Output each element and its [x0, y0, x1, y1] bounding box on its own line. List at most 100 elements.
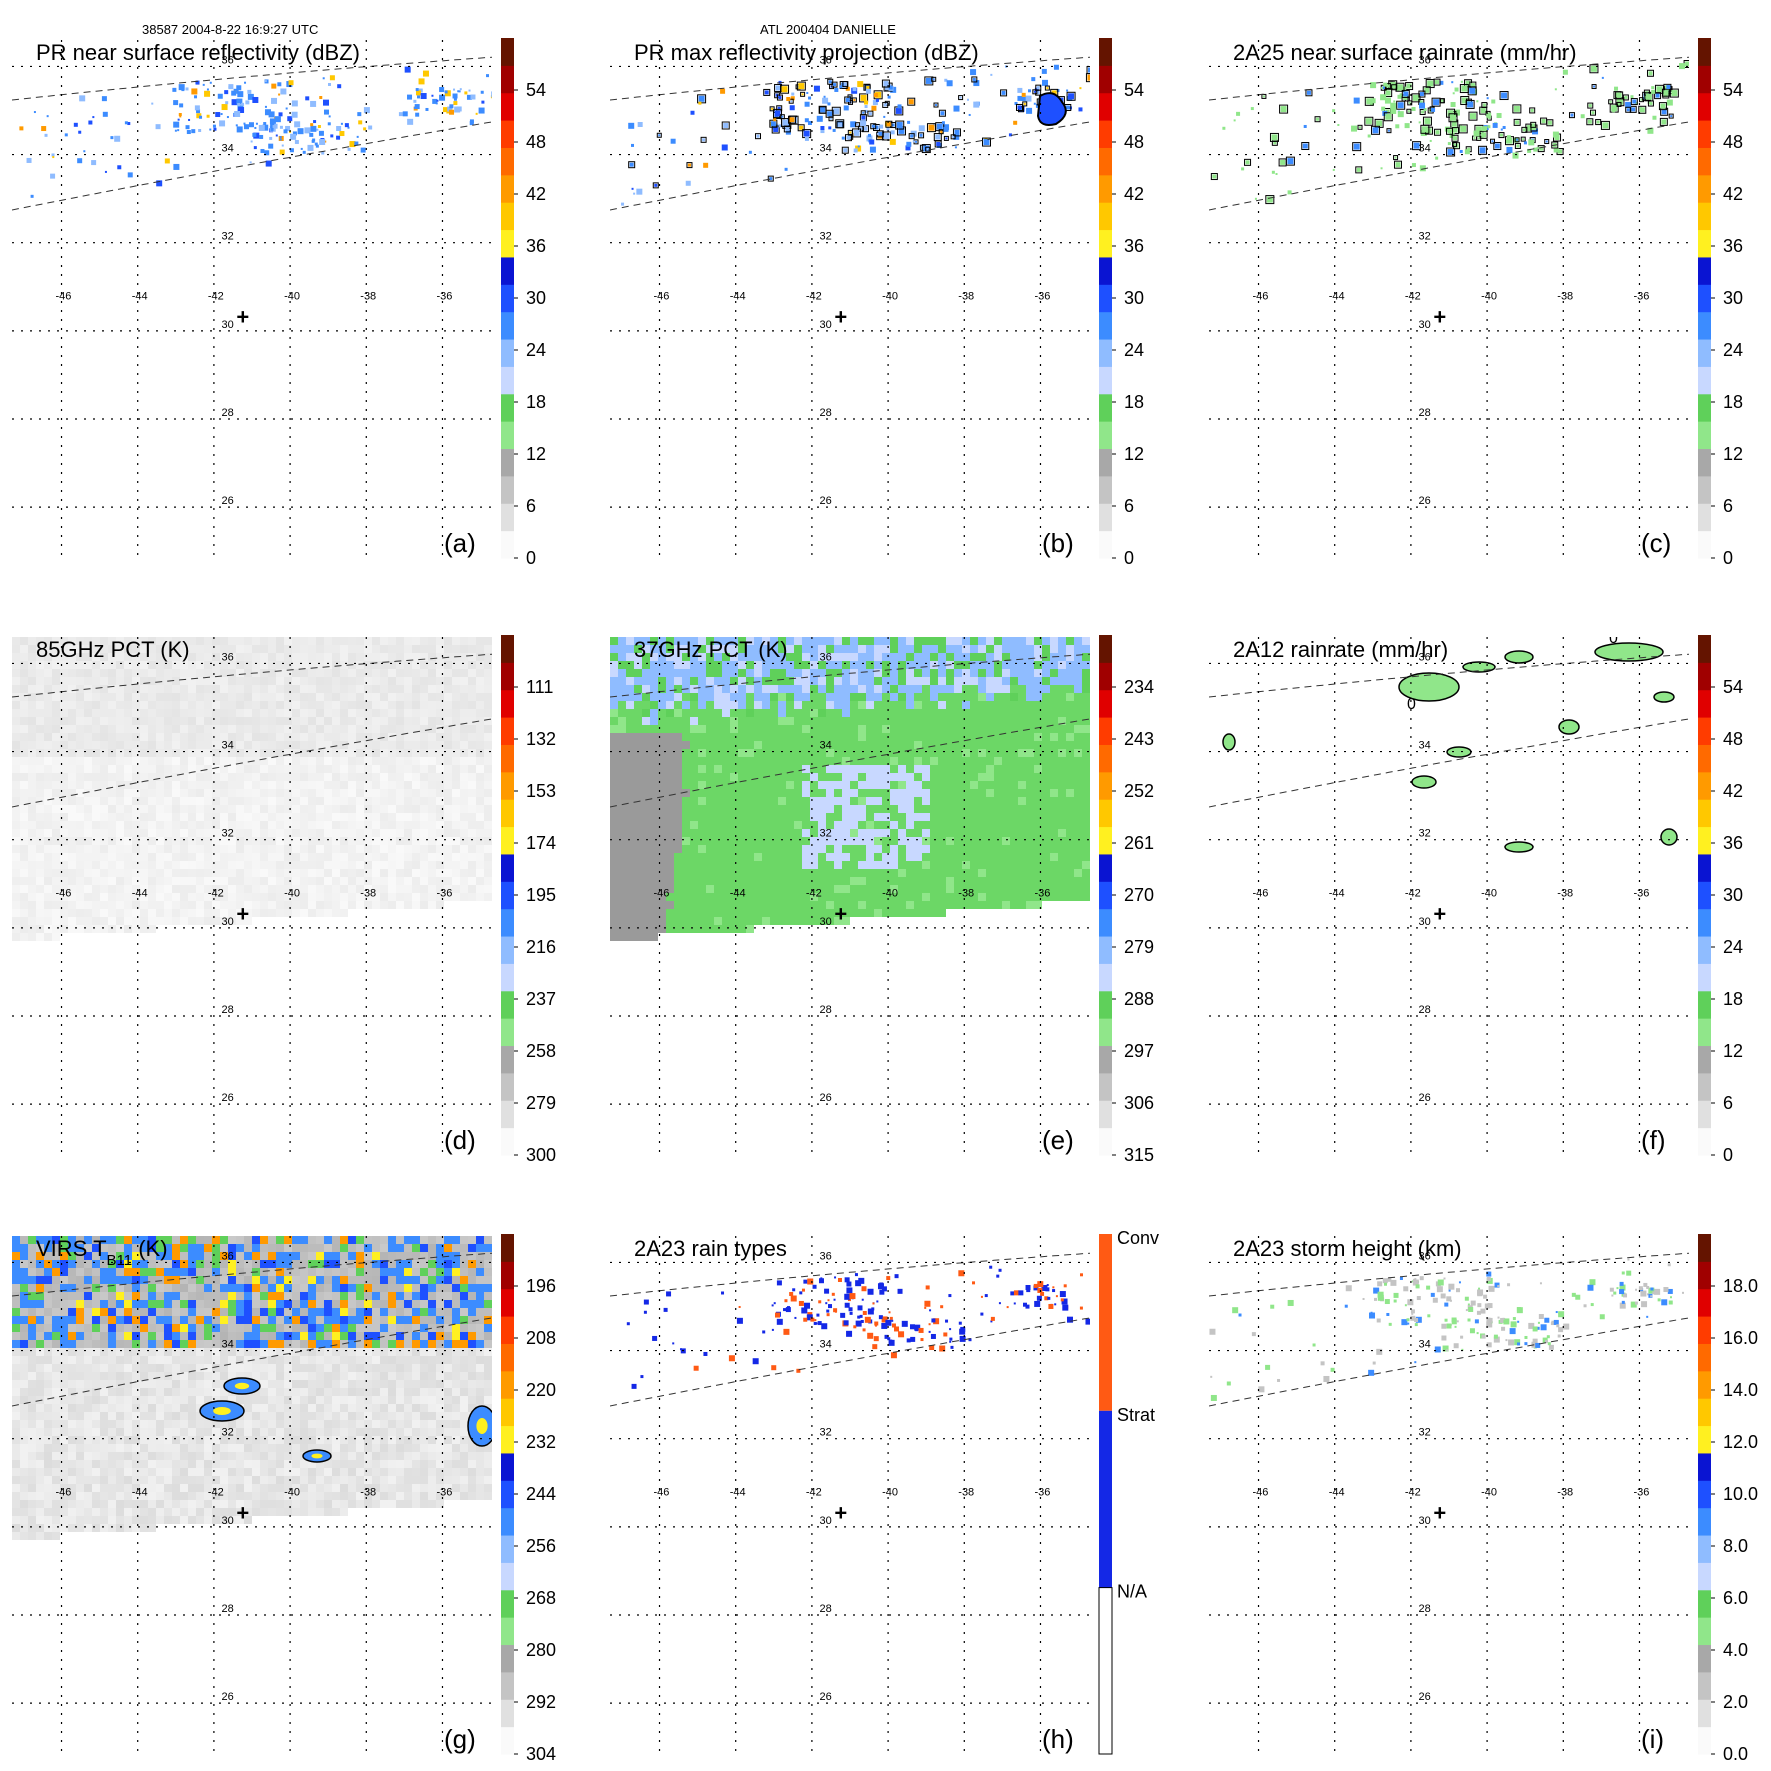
- pixel-cell: [420, 877, 428, 885]
- echo-pixel: [414, 104, 420, 110]
- pixel-cell: [890, 877, 898, 885]
- pixel-cell: [20, 757, 28, 765]
- pixel-cell: [68, 829, 76, 837]
- pixel-cell: [706, 645, 714, 653]
- pixel-cell: [786, 693, 794, 701]
- pixel-cell: [842, 837, 850, 845]
- lon-tick-label: -46: [56, 888, 72, 900]
- pixel-cell: [658, 821, 666, 829]
- pixel-cell: [810, 757, 818, 765]
- echo-pixel: [274, 116, 281, 123]
- pixel-cell: [84, 757, 92, 765]
- pixel-cell: [794, 829, 802, 837]
- pixel-cell: [906, 805, 914, 813]
- pixel-cell: [714, 797, 722, 805]
- pixel-cell: [412, 773, 420, 781]
- pixel-cell: [842, 709, 850, 717]
- echo-pixel: [1647, 100, 1651, 104]
- pixel-cell: [332, 877, 340, 885]
- pixel-cell: [682, 645, 690, 653]
- pixel-cell: [52, 805, 60, 813]
- pixel-cell: [714, 757, 722, 765]
- pixel-cell: [68, 845, 76, 853]
- pixel-cell: [460, 861, 468, 869]
- pixel-cell: [476, 717, 484, 725]
- echo-pixel: [1602, 122, 1609, 129]
- pixel-cell: [436, 781, 444, 789]
- pixel-cell: [348, 725, 356, 733]
- pixel-cell: [428, 789, 436, 797]
- pixel-cell: [340, 781, 348, 789]
- pixel-cell: [284, 765, 292, 773]
- echo-pixel: [1212, 174, 1217, 179]
- pixel-cell: [650, 733, 658, 741]
- pixel-cell: [802, 837, 810, 845]
- pixel-cell: [754, 813, 762, 821]
- echo-pixel: [1488, 117, 1491, 120]
- echo-pixel: [1661, 119, 1667, 125]
- echo-pixel: [418, 78, 425, 85]
- pixel-cell: [28, 765, 36, 773]
- pixel-cell: [866, 813, 874, 821]
- pixel-cell: [252, 677, 260, 685]
- pixel-cell: [188, 797, 196, 805]
- pixel-cell: [794, 853, 802, 861]
- pixel-cell: [212, 781, 220, 789]
- echo-contour: [1493, 142, 1502, 151]
- pixel-cell: [882, 709, 890, 717]
- pixel-cell: [156, 637, 164, 645]
- pixel-cell: [842, 781, 850, 789]
- pixel-cell: [252, 789, 260, 797]
- pixel-cell: [746, 661, 754, 669]
- echo-pixel: [636, 188, 643, 195]
- pixel-cell: [754, 693, 762, 701]
- echo-contour: [971, 76, 978, 83]
- pixel-cell: [212, 893, 220, 901]
- pixel-cell: [268, 773, 276, 781]
- echo-pixel: [803, 130, 810, 137]
- pixel-cell: [20, 765, 28, 773]
- pixel-cell: [436, 653, 444, 661]
- pixel-cell: [388, 741, 396, 749]
- pixel-cell: [268, 877, 276, 885]
- pixel-cell: [770, 845, 778, 853]
- echo-pixel: [1353, 97, 1360, 104]
- lat-tick-label: 36: [222, 54, 234, 66]
- pixel-cell: [236, 821, 244, 829]
- pixel-cell: [348, 701, 356, 709]
- pixel-cell: [364, 701, 372, 709]
- echo-pixel: [217, 93, 223, 99]
- pixel-cell: [834, 717, 842, 725]
- echo-pixel: [1522, 128, 1526, 132]
- pixel-cell: [356, 685, 364, 693]
- echo-pixel: [1403, 91, 1409, 97]
- panel-letter: (c): [1641, 528, 1671, 558]
- pixel-cell: [674, 909, 682, 917]
- pixel-cell: [738, 637, 746, 645]
- pixel-cell: [372, 845, 380, 853]
- pixel-cell: [372, 797, 380, 805]
- pixel-cell: [858, 645, 866, 653]
- pixel-cell: [60, 653, 68, 661]
- pixel-cell: [810, 885, 818, 893]
- pixel-cell: [810, 861, 818, 869]
- storm-name-label: ATL 200404 DANIELLE: [760, 22, 896, 37]
- colorbar-tick-label: 42: [1723, 184, 1743, 204]
- pixel-cell: [634, 733, 642, 741]
- pixel-cell: [228, 701, 236, 709]
- pixel-cell: [762, 685, 770, 693]
- pixel-cell: [452, 637, 460, 645]
- pixel-cell: [698, 661, 706, 669]
- pixel-cell: [244, 861, 252, 869]
- pixel-cell: [84, 741, 92, 749]
- echo-contour: [769, 106, 775, 112]
- pixel-cell: [802, 773, 810, 781]
- pixel-cell: [794, 741, 802, 749]
- pixel-cell: [468, 717, 476, 725]
- echo-contour: [828, 116, 834, 122]
- pixel-cell: [810, 701, 818, 709]
- echo-pixel: [1396, 84, 1403, 91]
- pixel-cell: [460, 653, 468, 661]
- pixel-cell: [52, 837, 60, 845]
- pixel-cell: [460, 885, 468, 893]
